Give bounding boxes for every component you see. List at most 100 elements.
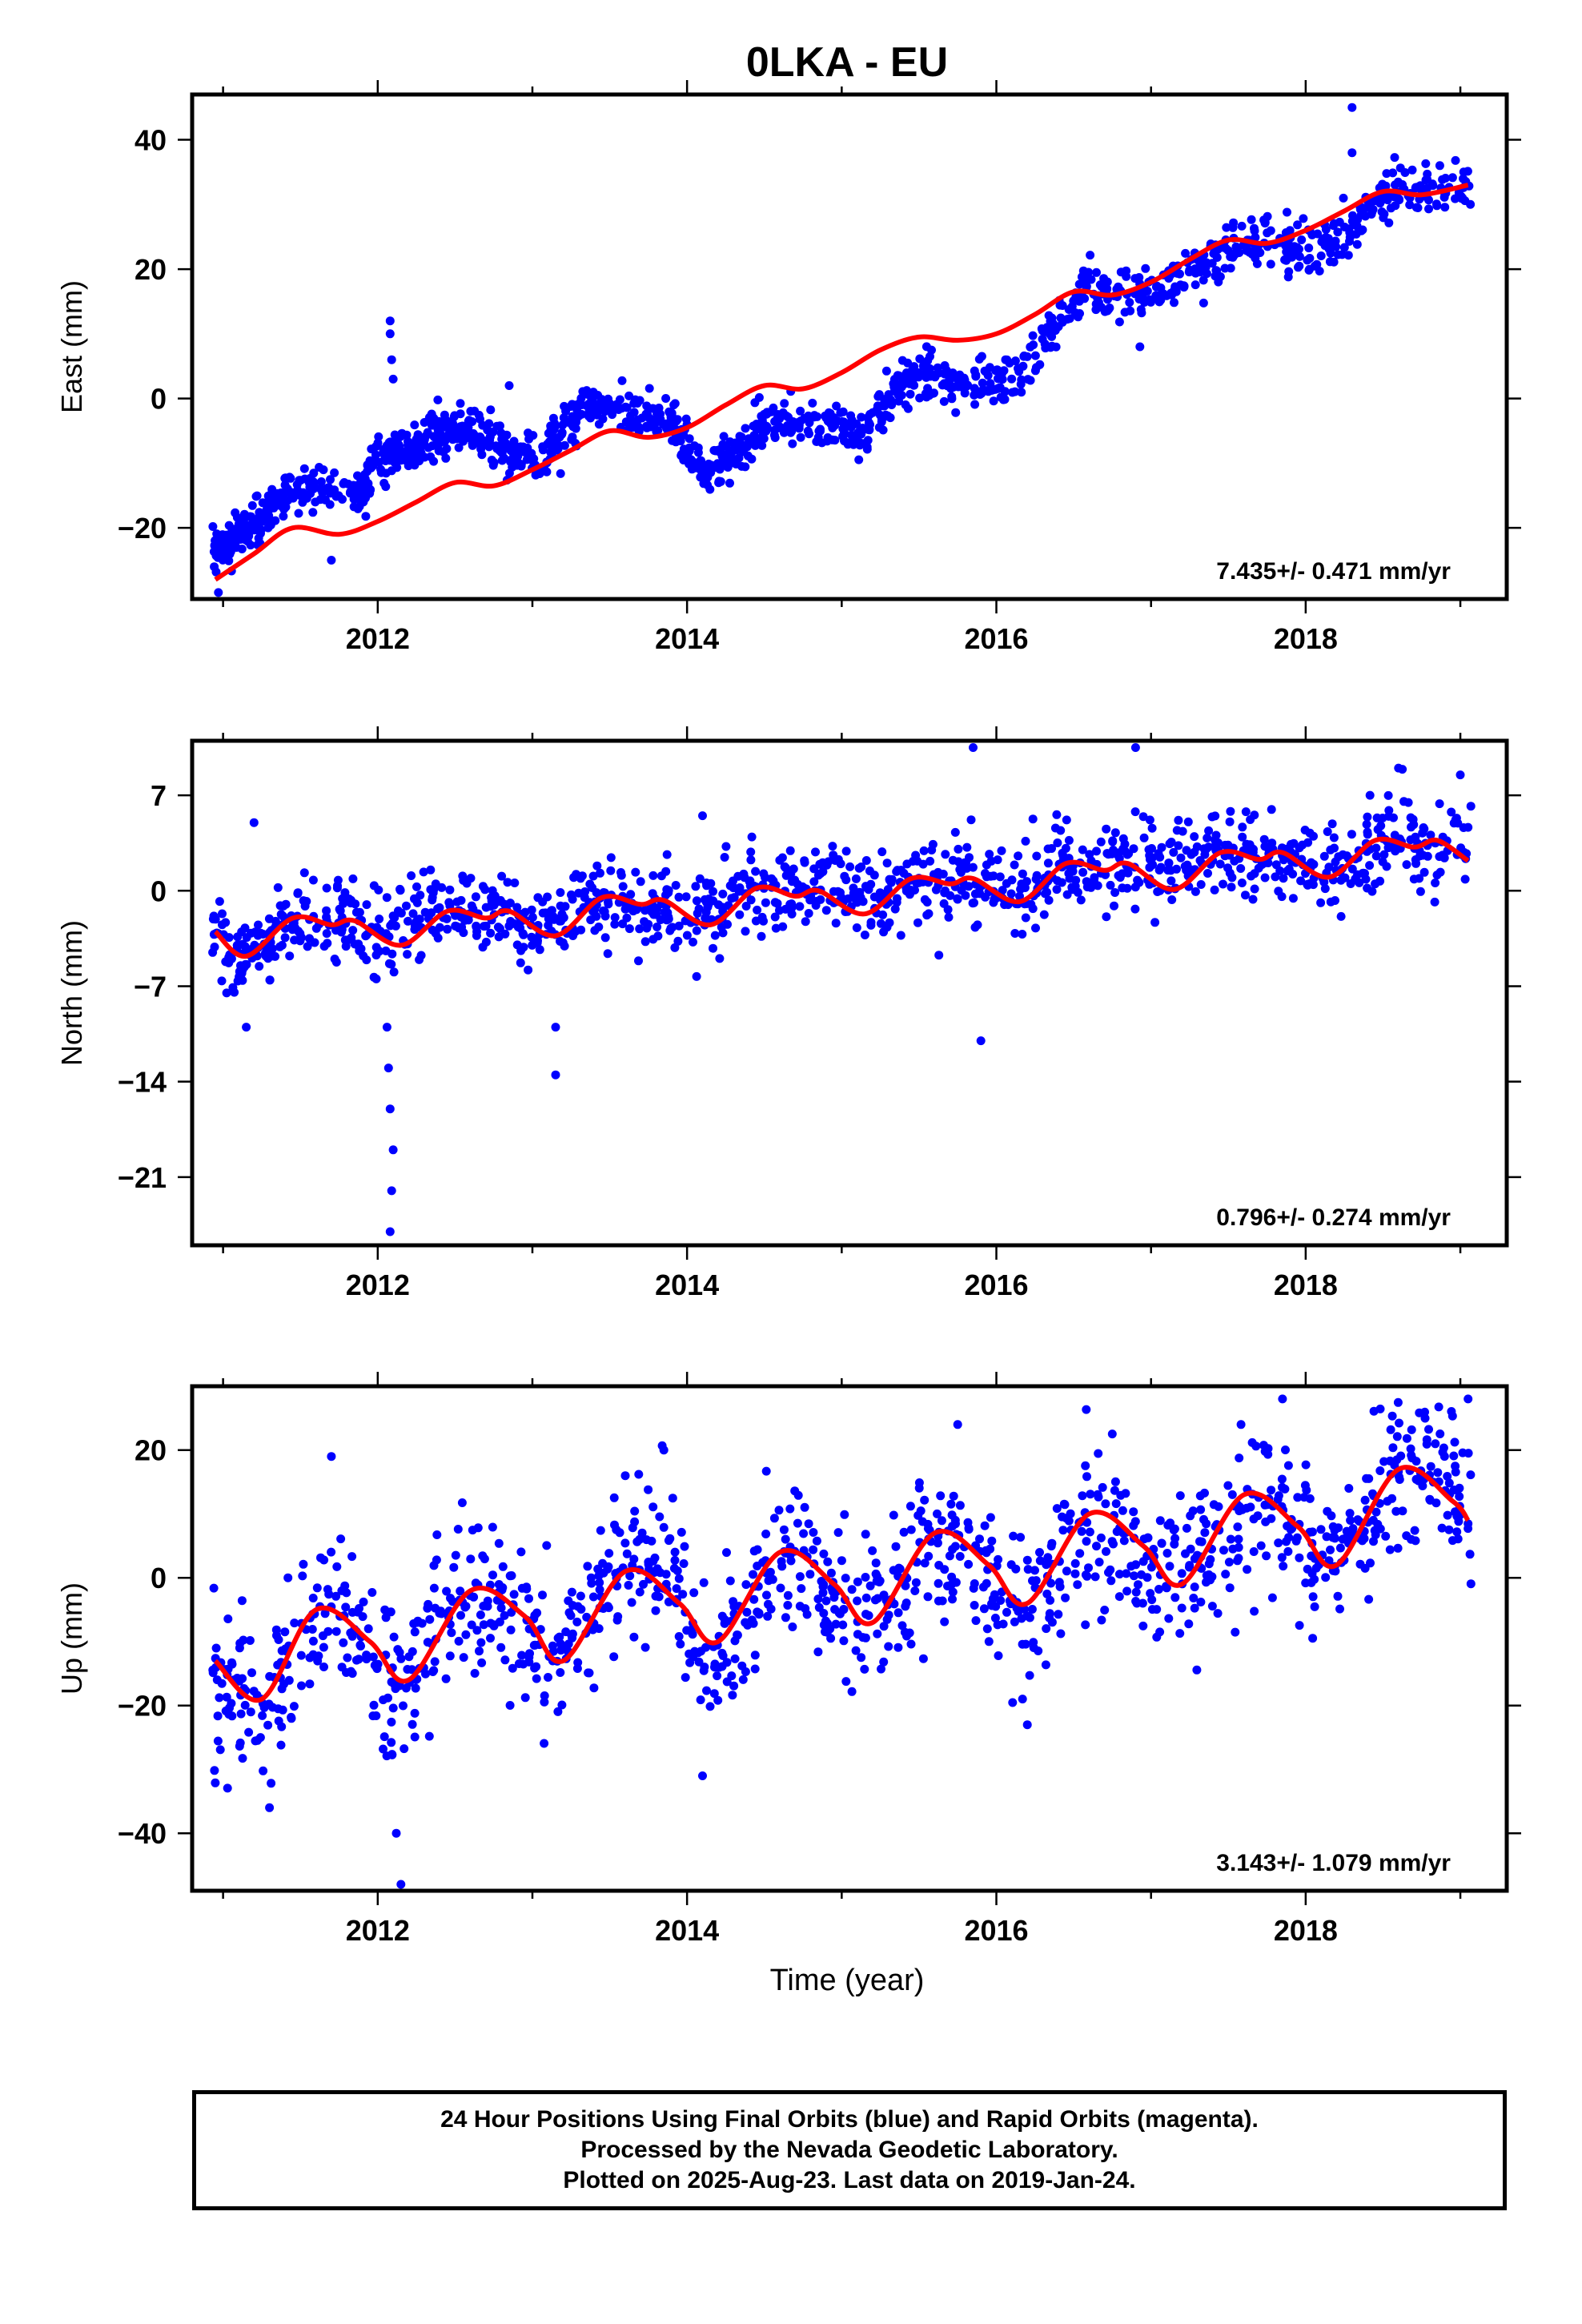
- up-position-point: [583, 1562, 592, 1571]
- up-position-point: [423, 1638, 432, 1647]
- north-position-point: [970, 923, 980, 932]
- east-position-point: [391, 446, 400, 455]
- east-position-point: [1339, 243, 1349, 252]
- north-position-point: [635, 924, 644, 934]
- east-position-point: [256, 525, 266, 535]
- east-position-point: [718, 440, 728, 449]
- up-position-point: [1267, 1514, 1276, 1523]
- east-position-point: [644, 404, 653, 414]
- north-position-point: [771, 923, 781, 933]
- east-x-tick-label: 2014: [655, 622, 719, 655]
- north-position-point: [1203, 833, 1212, 842]
- up-position-point: [785, 1504, 795, 1514]
- up-position-point: [423, 1603, 432, 1613]
- up-position-point: [1043, 1553, 1053, 1562]
- north-position-point: [1182, 860, 1192, 870]
- up-position-point: [1021, 1639, 1030, 1649]
- east-position-point: [1220, 263, 1230, 273]
- north-position-point: [1147, 823, 1157, 833]
- up-position-point: [1364, 1594, 1374, 1604]
- east-position-point: [1136, 294, 1146, 304]
- up-position-point: [380, 1605, 390, 1614]
- north-position-point: [281, 899, 291, 909]
- up-position-point: [1199, 1514, 1208, 1524]
- up-position-point: [1132, 1598, 1142, 1608]
- up-position-point: [934, 1578, 943, 1588]
- north-position-point: [723, 919, 732, 929]
- north-position-point: [1167, 895, 1177, 904]
- up-position-point: [1375, 1524, 1385, 1534]
- east-position-point: [1086, 275, 1096, 284]
- north-position-point: [1110, 888, 1120, 897]
- up-position-point: [781, 1613, 790, 1622]
- north-position-point: [388, 911, 398, 921]
- north-position-point: [670, 943, 680, 952]
- north-position-point: [831, 919, 841, 928]
- up-position-point: [1393, 1543, 1403, 1553]
- east-position-point: [299, 488, 308, 497]
- east-position-point: [1005, 358, 1014, 368]
- up-position-point: [629, 1632, 639, 1642]
- up-position-point: [839, 1605, 849, 1614]
- north-position-point: [560, 941, 569, 951]
- up-position-point: [368, 1652, 378, 1662]
- up-position-point: [640, 1642, 650, 1652]
- up-position-point: [615, 1528, 624, 1538]
- up-position-point: [466, 1554, 476, 1564]
- north-position-point: [1384, 806, 1394, 815]
- north-position-point: [1085, 850, 1094, 859]
- up-position-point: [1458, 1448, 1468, 1458]
- north-position-point: [472, 921, 481, 931]
- north-position-point: [1250, 869, 1259, 879]
- up-position-point: [994, 1554, 1003, 1564]
- north-position-point: [926, 856, 935, 866]
- up-position-point: [762, 1590, 771, 1600]
- up-position-point: [1016, 1533, 1026, 1542]
- north-position-point: [640, 937, 650, 947]
- north-position-point: [305, 934, 314, 943]
- north-position-point: [1052, 885, 1062, 895]
- up-position-point: [1082, 1537, 1091, 1546]
- north-position-point: [746, 847, 756, 857]
- north-position-point: [445, 885, 455, 895]
- up-position-point: [312, 1583, 322, 1593]
- east-position-point: [1170, 282, 1180, 292]
- up-position-point: [1025, 1671, 1034, 1680]
- up-position-point: [573, 1658, 583, 1667]
- north-position-point: [709, 943, 717, 953]
- north-position-point: [1191, 887, 1200, 896]
- east-position-point: [1381, 181, 1391, 191]
- up-position-point: [459, 1653, 468, 1663]
- up-position-point: [238, 1754, 247, 1763]
- up-position-point: [840, 1510, 849, 1519]
- north-position-point: [785, 846, 795, 855]
- north-position-point: [892, 866, 901, 876]
- east-position-point: [1413, 203, 1423, 212]
- north-position-point: [481, 921, 491, 931]
- north-position-point: [1061, 843, 1070, 853]
- north-position-point: [516, 958, 525, 967]
- east-position-point: [420, 418, 429, 427]
- east-position-point: [361, 512, 371, 521]
- north-position-point: [616, 868, 625, 877]
- up-position-point: [1391, 1506, 1401, 1516]
- up-position-point: [933, 1538, 942, 1548]
- north-position-point: [1363, 812, 1372, 822]
- up-position-point: [963, 1518, 973, 1527]
- north-position-point: [1223, 840, 1233, 850]
- up-position-point: [879, 1622, 889, 1631]
- east-position-point: [1456, 191, 1466, 201]
- north-outlier-point: [969, 743, 978, 752]
- east-position-point: [597, 397, 607, 407]
- east-y-axis-label: East (mm): [55, 280, 88, 413]
- north-position-point: [671, 881, 681, 890]
- north-position-point: [626, 890, 636, 899]
- north-position-point: [528, 913, 537, 922]
- up-position-point: [674, 1574, 684, 1583]
- north-position-point: [1110, 901, 1118, 911]
- north-position-point: [362, 900, 371, 910]
- north-position-point: [1238, 822, 1247, 832]
- east-position-point: [854, 455, 864, 464]
- up-position-point: [594, 1624, 604, 1634]
- north-position-point: [437, 883, 447, 892]
